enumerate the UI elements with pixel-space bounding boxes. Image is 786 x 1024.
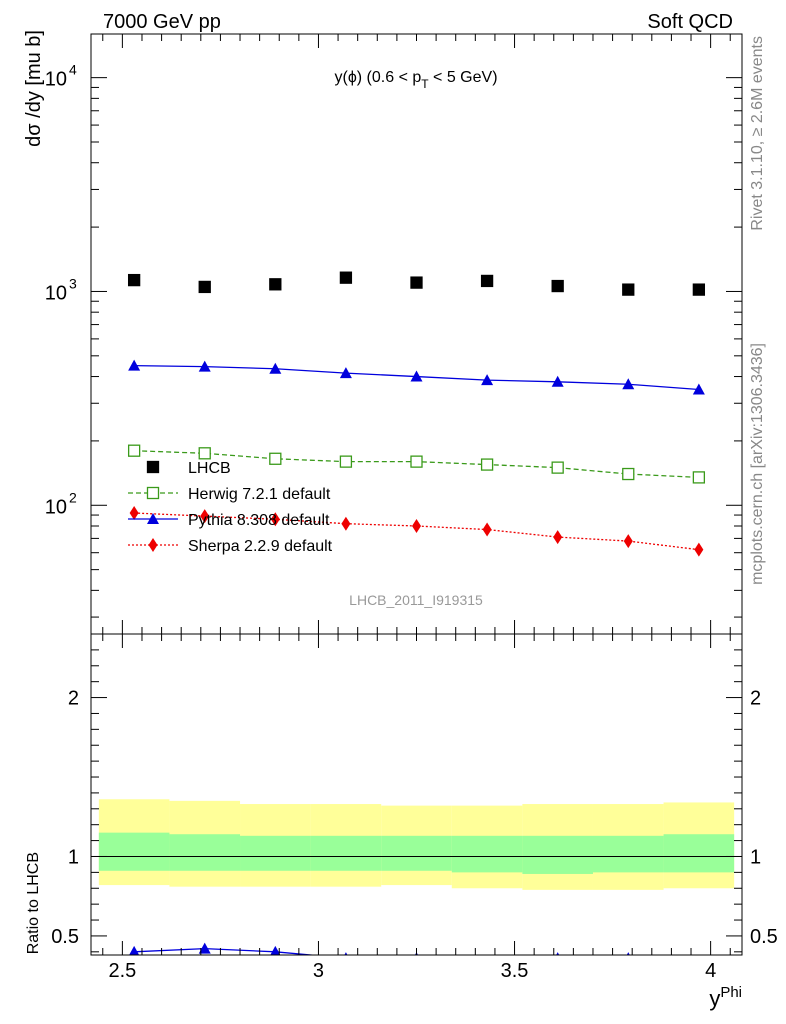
band-green-bin — [592, 835, 664, 873]
x-tick-label: 4 — [705, 960, 716, 982]
herwig-point — [480, 458, 494, 471]
sherpa-point — [129, 506, 139, 521]
ratio-y-tick-label-left: 2 — [68, 688, 79, 710]
lhcb-data-point — [410, 276, 423, 289]
lhcb-data-point — [622, 283, 635, 296]
band-green-bin — [663, 834, 735, 873]
y-tick-base: 10 — [45, 282, 67, 304]
y-tick-label: 10 3 — [45, 275, 77, 304]
x-tick-label: 2.5 — [108, 960, 136, 982]
pythia-ratio-point — [481, 955, 493, 966]
herwig-point — [622, 467, 635, 481]
lhcb-data-point — [198, 280, 211, 294]
x-axis-label: yPhi — [709, 984, 742, 1011]
pythia-ratio-point — [344, 952, 348, 955]
herwig-point — [198, 447, 211, 460]
legend-marker-pythia — [147, 513, 159, 524]
pythia-ratio-point — [129, 945, 140, 955]
herwig-point — [410, 455, 423, 468]
header-right: Soft QCD — [647, 11, 733, 33]
lower-plot-frame — [90, 633, 743, 956]
legend-marker-herwig — [146, 486, 160, 500]
pythia-point — [128, 359, 141, 371]
pythia-point — [551, 375, 564, 387]
pythia-point — [622, 378, 635, 390]
sherpa-point — [412, 518, 421, 533]
sherpa-point — [553, 530, 563, 545]
legend-label: Sherpa 2.2.9 default — [188, 538, 333, 555]
band-green-bin — [310, 835, 382, 871]
ratio-series — [129, 942, 705, 966]
pythia-point — [692, 383, 705, 395]
legend-marker-sherpa — [148, 538, 158, 552]
lhcb-data-point — [551, 279, 564, 293]
rivet-label: Rivet 3.1.10, ≥ 2.6M events — [749, 36, 766, 231]
lhcb-data-point — [127, 273, 141, 287]
sherpa-point — [270, 512, 280, 527]
x-tick-label: 3.5 — [501, 960, 529, 982]
y-tick-exponent: 2 — [69, 489, 77, 505]
analysis-label: LHCB_2011_I919315 — [349, 592, 483, 608]
lhcb-data-point — [692, 283, 706, 296]
pythia-ratio-point — [626, 952, 630, 955]
herwig-point — [269, 452, 282, 465]
ratio-y-axis-label: Ratio to LHCB — [25, 852, 42, 954]
x-tick-label: 3 — [313, 960, 324, 982]
band-green-bin — [522, 835, 593, 874]
ratio-y-tick-label-right: 0.5 — [750, 926, 778, 948]
header-left: 7000 GeV pp — [103, 11, 221, 33]
plot-title: y(ϕ) (0.6 < pT < 5 GeV) — [334, 69, 497, 91]
ratio-y-tick-label-right: 2 — [750, 688, 761, 710]
pythia-point — [410, 370, 423, 382]
legend-label: Herwig 7.2.1 default — [188, 486, 331, 503]
herwig-point — [692, 471, 706, 484]
y-tick-exponent: 4 — [69, 62, 77, 78]
legend-entry: LHCB — [146, 460, 231, 477]
pythia-point — [269, 362, 282, 374]
y-tick-base: 10 — [45, 496, 67, 518]
ratio-y-tick-label-left: 1 — [68, 846, 79, 868]
pythia-ratio-line — [134, 947, 318, 955]
lhcb-data-point — [269, 278, 282, 291]
legend-label: Pythia 8.308 default — [188, 512, 330, 529]
mcplots-label: mcplots.cern.ch [arXiv:1306.3436] — [749, 343, 766, 585]
lhcb-data-point — [480, 274, 494, 288]
pythia-point — [198, 360, 211, 372]
pythia-ratio-point — [693, 955, 705, 966]
sherpa-point — [200, 509, 210, 524]
y-tick-exponent: 3 — [69, 275, 77, 291]
herwig-point — [551, 461, 564, 474]
sherpa-point — [623, 534, 633, 549]
pythia-point — [481, 374, 494, 386]
pythia-ratio-point — [270, 945, 281, 955]
band-green-bin — [169, 834, 241, 871]
legend-label: LHCB — [188, 460, 231, 477]
sherpa-point — [341, 516, 351, 531]
herwig-point — [127, 444, 141, 457]
y-tick-label: 10 4 — [45, 62, 77, 91]
legend-entry: Herwig 7.2.1 default — [128, 486, 331, 503]
ratio-uncertainty-bands — [91, 799, 742, 890]
ratio-y-tick-label-left: 0.5 — [51, 926, 79, 948]
band-green-bin — [381, 835, 452, 871]
legend-entry: Sherpa 2.2.9 default — [128, 538, 333, 555]
legend-marker-lhcb — [146, 460, 160, 474]
sherpa-point — [482, 522, 492, 537]
y-tick-label: 10 2 — [45, 489, 77, 518]
band-green-bin — [451, 835, 523, 873]
lhcb-data-point — [339, 271, 353, 284]
herwig-point — [339, 455, 353, 468]
y-tick-base: 10 — [45, 69, 67, 91]
ratio-y-tick-label-right: 1 — [750, 846, 761, 868]
band-green-bin — [240, 835, 311, 871]
sherpa-point — [694, 542, 704, 557]
pythia-point — [339, 367, 352, 379]
y-axis-label: dσ /dy [mu b] — [23, 30, 45, 147]
pythia-ratio-point — [556, 952, 560, 955]
pythia-ratio-point — [198, 942, 211, 954]
legend-entry: Pythia 8.308 default — [128, 512, 330, 529]
band-green-bin — [98, 832, 170, 871]
